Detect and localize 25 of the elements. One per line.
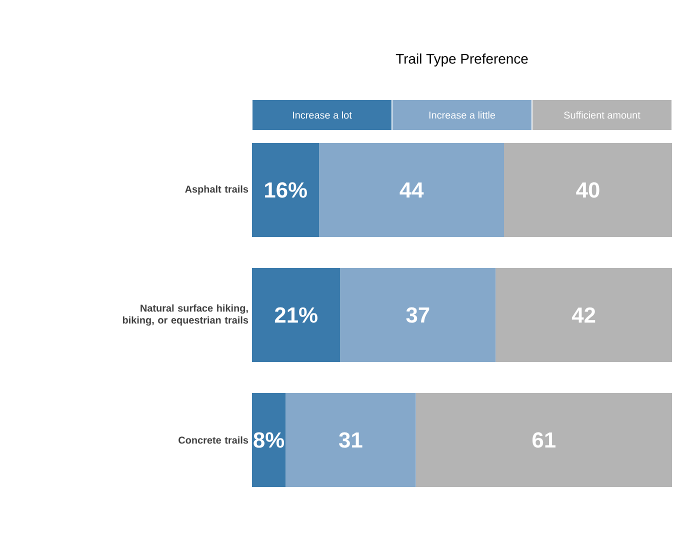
y-tick-label: Concrete trails — [178, 436, 248, 444]
data-label: 8% — [254, 432, 284, 448]
data-label: 31 — [339, 432, 362, 448]
data-label: 37 — [406, 307, 430, 323]
bar — [252, 393, 286, 488]
data-label: 16% — [265, 182, 307, 198]
text: Increase a little — [429, 111, 496, 119]
data-label: 42 — [572, 307, 596, 323]
data-label: 61 — [532, 432, 556, 448]
bar — [252, 268, 340, 362]
y-tick-label: Asphalt trails — [185, 185, 248, 195]
data-label: 21% — [274, 307, 318, 323]
bar — [252, 143, 320, 237]
bar — [340, 268, 496, 362]
bar — [286, 393, 416, 488]
y-tick-label: Natural surface hiking, biking, or equestrian trails — [122, 304, 248, 326]
bar — [416, 393, 672, 488]
chart-title: Trail Type Preference — [396, 54, 528, 66]
bar — [319, 143, 504, 237]
data-label: 40 — [576, 182, 600, 198]
text: Sufficient amount — [564, 111, 640, 119]
bar — [496, 268, 672, 362]
text: Increase a lot — [293, 111, 352, 119]
bar — [504, 143, 672, 237]
data-label: 44 — [400, 182, 424, 198]
